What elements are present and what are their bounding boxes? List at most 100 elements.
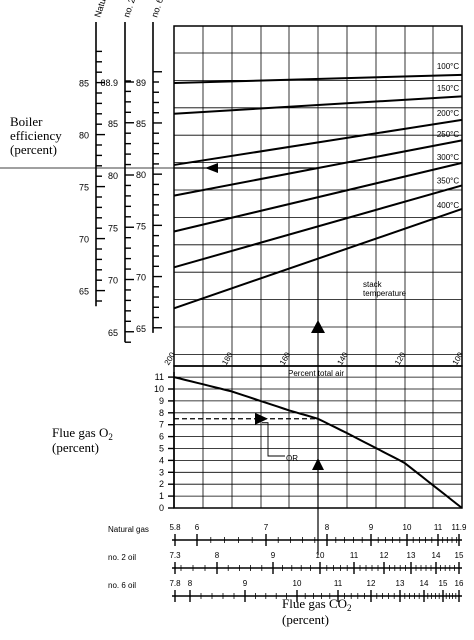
o2-tick-label: 2 [159,479,164,489]
o2-tick-label: 7 [159,420,164,430]
efficiency-scale-name: no. 2 oil [121,0,140,19]
co2-tick-label: 11.9 [452,523,468,532]
percent-total-air-tick-label: 200 [163,350,178,367]
o2-tick-label: 0 [159,503,164,513]
efficiency-tick-label: 80 [136,170,146,180]
arrow-right-dashed [255,412,268,425]
o2-tick-label: 5 [159,444,164,454]
co2-tick-label: 10 [403,523,412,532]
efficiency-tick-label: 88.9 [100,78,118,88]
co2-tick-label: 13 [407,551,416,560]
co2-tick-label: 9 [271,551,276,560]
percent-total-air-tick-label: 180 [220,350,235,367]
co2-scale-name: no. 6 oil [108,581,136,590]
stack-temperature-line [173,73,463,85]
co2-tick-label: 10 [293,579,302,588]
efficiency-tick-label: 75 [136,221,146,231]
efficiency-tick-label: 89 [136,78,146,88]
percent-total-air-label: Percent total air [288,369,344,378]
or-label: OR [286,454,298,463]
o2-label-sub: 2 [108,432,113,442]
stack-temperature-label: 150°C [437,84,460,93]
o2-tick-label: 4 [159,455,164,465]
efficiency-scale-name: no. 6 oil [149,0,168,19]
co2-label-line2: (percent) [282,612,329,627]
efficiency-tick-label: 70 [136,273,146,283]
efficiency-label-line3: (percent) [10,142,57,157]
percent-total-air-tick-label: 120 [393,350,408,367]
stack-temperature-label: 350°C [437,176,460,185]
efficiency-tick-label: 65 [108,328,118,338]
efficiency-tick-label: 70 [108,276,118,286]
efficiency-tick-label: 65 [136,324,146,334]
co2-scales: Natural gas 5.8 6 7 8 9 10 11 11.9 no. 2 oil 7.3 8 9… [108,523,467,602]
co2-tick-label: 7 [264,523,269,532]
efficiency-label-line1: Boiler [10,114,43,129]
o2-tick-label: 1 [159,491,164,501]
arrow-up-upper [311,320,325,333]
o2-tick-label: 9 [159,396,164,406]
percent-total-air-tick-label: 100 [451,350,466,367]
co2-tick-label: 8 [325,523,330,532]
o2-axis: 0 1 2 3 45 6 7 8 9 10 11 [154,372,463,513]
o2-tick-label: 11 [155,372,164,382]
percent-total-air-tick-label: 140 [335,350,350,367]
arrow-left-efficiency [205,163,218,173]
co2-tick-label: 9 [243,579,248,588]
stack-temperature-label: 300°C [437,153,460,162]
stack-temperature-line [173,118,463,166]
co2-scale-name: Natural gas [108,525,149,534]
co2-tick-label: 13 [396,579,405,588]
o2-label-line2: (percent) [52,440,99,455]
stack-temperature-label-line2: temperature [363,289,407,298]
co2-tick-label: 15 [439,579,448,588]
o2-tick-label: 3 [159,467,164,477]
co2-tick-label: 14 [432,551,441,560]
co2-tick-label: 6 [195,523,200,532]
efficiency-tick-label: 80 [108,171,118,181]
co2-label: Flue gas CO2 [282,596,352,613]
o2-tick-label: 8 [159,408,164,418]
o2-tick-label: 10 [154,384,164,394]
co2-tick-label: 9 [369,523,374,532]
co2-tick-label: 8 [188,579,193,588]
co2-tick-label: 11 [434,523,443,532]
efficiency-tick-label: 70 [79,235,89,245]
stack-temperature-label: 100°C [437,62,460,71]
co2-tick-label: 11 [334,579,343,588]
stack-temperature-label: 400°C [437,201,460,210]
co2-tick-label: 15 [455,551,464,560]
co2-tick-label: 7.3 [169,551,181,560]
co2-scale-name: no. 2 oil [108,553,136,562]
efficiency-tick-label: 80 [79,131,89,141]
co2-tick-label: 16 [455,579,464,588]
example-path [174,163,325,555]
stack-temperature-line [173,95,463,115]
efficiency-label-line2: efficiency [10,128,62,143]
efficiency-axes: 85 80 75 70 65 Natural gas 88.9 85 80 75 70 65 no. 2… [0,0,174,343]
percent-total-air-tick-label: 160 [278,350,293,367]
co2-tick-label: 14 [420,579,429,588]
o2-tick-label: 6 [159,432,164,442]
co2-label-sub: 2 [347,603,352,613]
o2-label: Flue gas O2 [52,425,113,442]
co2-tick-label: 11 [350,551,359,560]
co2-tick-label: 8 [215,551,220,560]
co2-tick-label: 5.8 [169,523,181,532]
co2-tick-label: 12 [380,551,389,560]
efficiency-tick-label: 75 [79,183,89,193]
efficiency-tick-label: 65 [79,287,89,297]
efficiency-tick-label: 85 [136,119,146,129]
efficiency-tick-label: 85 [79,79,89,89]
co2-tick-label: 7.8 [169,579,181,588]
co2-tick-label: 10 [316,551,325,560]
efficiency-scale-name: Natural gas [92,0,116,19]
stack-temperature-label-line1: stack [363,280,383,289]
arrow-up-lower [312,458,324,470]
stack-temperature-label: 200°C [437,109,460,118]
co2-label-text: Flue gas CO [282,596,347,611]
co2-tick-label: 12 [367,579,376,588]
efficiency-tick-label: 75 [108,223,118,233]
or-bracket [262,422,285,457]
